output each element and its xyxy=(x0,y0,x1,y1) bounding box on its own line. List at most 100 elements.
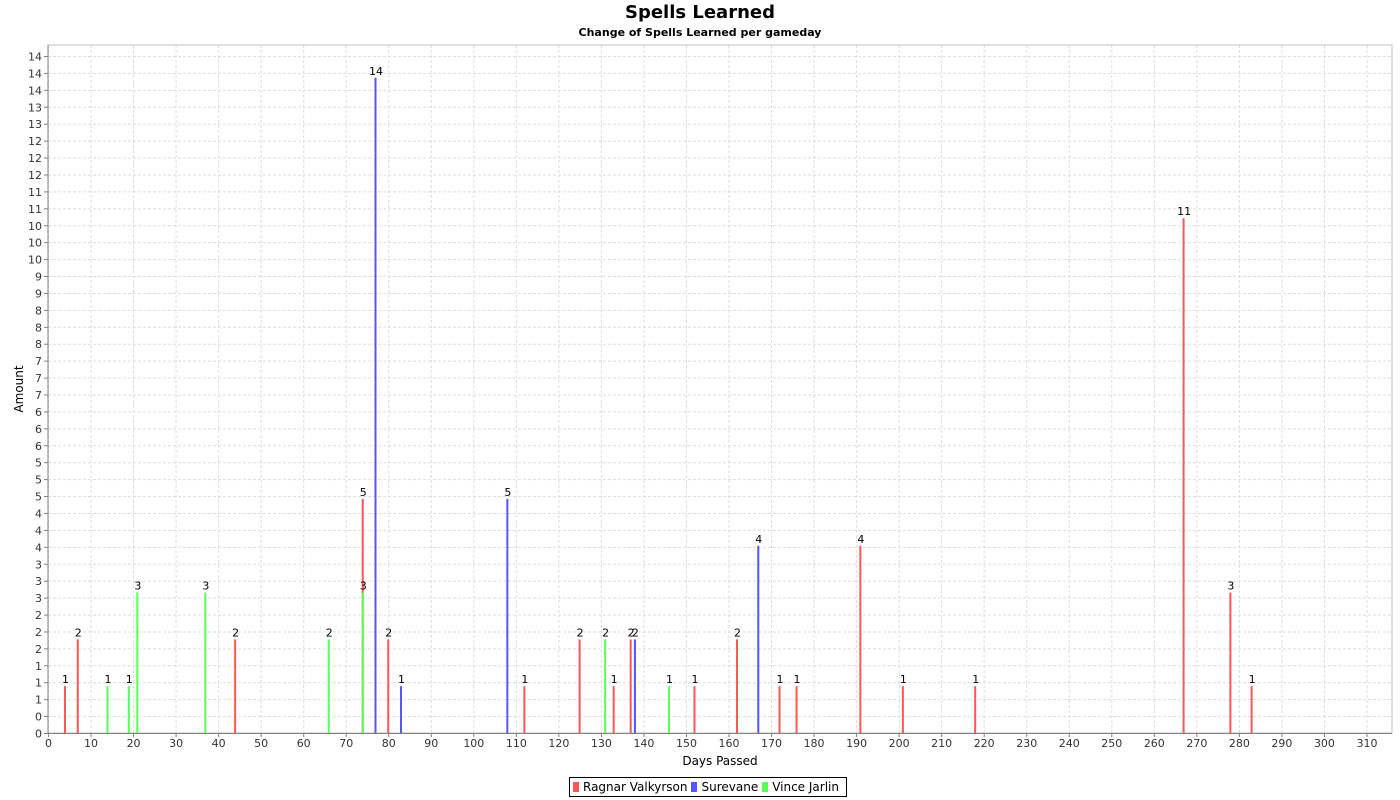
x-tick-label: 30 xyxy=(169,737,183,750)
legend: Ragnar Valkyrson Surevane Vince Jarlin xyxy=(569,777,847,797)
bar-value-label: 1 xyxy=(1249,673,1256,686)
y-axis: 0011122233344455566677788899101010111112… xyxy=(28,45,49,741)
x-tick-label: 70 xyxy=(339,737,353,750)
x-tick-label: 20 xyxy=(127,737,141,750)
y-tick-label: 5 xyxy=(35,474,42,487)
bar xyxy=(204,592,207,733)
x-tick-label: 60 xyxy=(297,737,311,750)
y-tick-label: 13 xyxy=(28,118,42,131)
x-axis-label: Days Passed xyxy=(682,754,757,768)
y-tick-label: 4 xyxy=(35,541,42,554)
x-axis: 0 10 20 30 40 50 60 70 80 90 100 110 120 130 140 150 160… xyxy=(45,733,1392,750)
bar xyxy=(901,686,904,733)
bar xyxy=(234,639,237,733)
x-tick-label: 0 xyxy=(45,737,52,750)
bar xyxy=(604,639,607,733)
bar xyxy=(136,592,139,733)
legend-swatch-vince xyxy=(762,782,769,792)
bar xyxy=(361,592,364,733)
bar-value-label: 2 xyxy=(632,626,639,639)
y-tick-label: 1 xyxy=(35,660,42,673)
bar xyxy=(1229,592,1232,733)
bar-value-label: 2 xyxy=(326,626,333,639)
x-tick-label: 260 xyxy=(1144,737,1165,750)
bar-value-label: 1 xyxy=(398,673,405,686)
bar xyxy=(693,686,696,733)
x-tick-label: 170 xyxy=(761,737,782,750)
x-tick-label: 100 xyxy=(463,737,484,750)
y-tick-label: 0 xyxy=(35,728,42,741)
x-tick-label: 50 xyxy=(254,737,268,750)
bar xyxy=(506,498,509,733)
y-tick-label: 14 xyxy=(28,51,42,64)
bar xyxy=(106,686,109,733)
y-tick-label: 2 xyxy=(35,609,42,622)
y-tick-label: 4 xyxy=(35,507,42,520)
y-tick-label: 10 xyxy=(28,220,42,233)
bar xyxy=(76,639,79,733)
y-tick-label: 1 xyxy=(35,677,42,690)
x-tick-label: 290 xyxy=(1271,737,1292,750)
x-tick-label: 130 xyxy=(591,737,612,750)
bar-value-label: 5 xyxy=(360,486,367,499)
y-tick-label: 13 xyxy=(28,101,42,114)
y-tick-label: 2 xyxy=(35,643,42,656)
x-tick-label: 80 xyxy=(382,737,396,750)
bar xyxy=(629,639,632,733)
y-tick-label: 6 xyxy=(35,423,42,436)
bar xyxy=(612,686,615,733)
bar-value-label: 5 xyxy=(504,486,511,499)
x-tick-label: 10 xyxy=(84,737,98,750)
x-tick-label: 230 xyxy=(1016,737,1037,750)
bar-value-label: 1 xyxy=(62,673,69,686)
y-tick-label: 14 xyxy=(28,84,42,97)
bar xyxy=(1250,686,1253,733)
bar-value-label: 1 xyxy=(691,673,698,686)
x-tick-label: 160 xyxy=(719,737,740,750)
bar-value-label: 1 xyxy=(666,673,673,686)
y-tick-label: 8 xyxy=(35,304,42,317)
bar xyxy=(387,639,390,733)
bar-value-label: 11 xyxy=(1177,205,1191,218)
x-tick-label: 150 xyxy=(676,737,697,750)
x-tick-label: 300 xyxy=(1314,737,1335,750)
y-tick-label: 14 xyxy=(28,67,42,80)
bar xyxy=(523,686,526,733)
y-tick-label: 10 xyxy=(28,254,42,267)
legend-swatch-surevane xyxy=(691,782,698,792)
bar-value-label: 2 xyxy=(734,626,741,639)
bar-value-label: 1 xyxy=(794,673,801,686)
bar xyxy=(327,639,330,733)
x-tick-label: 40 xyxy=(212,737,226,750)
bar xyxy=(757,545,760,733)
bar-value-label: 2 xyxy=(232,626,239,639)
y-tick-label: 1 xyxy=(35,694,42,707)
bar-value-label: 2 xyxy=(602,626,609,639)
bars xyxy=(64,77,1253,734)
legend-item-surevane: Surevane xyxy=(691,780,758,794)
x-tick-label: 310 xyxy=(1356,737,1377,750)
bar-value-label: 1 xyxy=(777,673,784,686)
bar xyxy=(400,686,403,733)
legend-item-vince: Vince Jarlin xyxy=(762,780,839,794)
plot-frame xyxy=(47,44,1393,734)
x-tick-label: 190 xyxy=(846,737,867,750)
bar-value-label: 2 xyxy=(577,626,584,639)
bar xyxy=(795,686,798,733)
bar-value-label: 1 xyxy=(972,673,979,686)
bar-value-label: 1 xyxy=(126,673,133,686)
y-tick-label: 5 xyxy=(35,491,42,504)
y-tick-label: 5 xyxy=(35,457,42,470)
legend-label-ragnar: Ragnar Valkyrson xyxy=(583,780,688,794)
y-tick-label: 6 xyxy=(35,406,42,419)
bar-value-label: 2 xyxy=(385,626,392,639)
chart-title: Spells Learned xyxy=(625,2,775,23)
x-tick-label: 180 xyxy=(804,737,825,750)
legend-label-vince: Vince Jarlin xyxy=(772,780,839,794)
y-axis-label: Amount xyxy=(12,365,26,412)
bar-value-label: 4 xyxy=(857,533,864,546)
bar-value-label: 1 xyxy=(611,673,618,686)
bar-value-label: 3 xyxy=(134,580,141,593)
y-tick-label: 3 xyxy=(35,592,42,605)
y-tick-label: 11 xyxy=(28,186,42,199)
